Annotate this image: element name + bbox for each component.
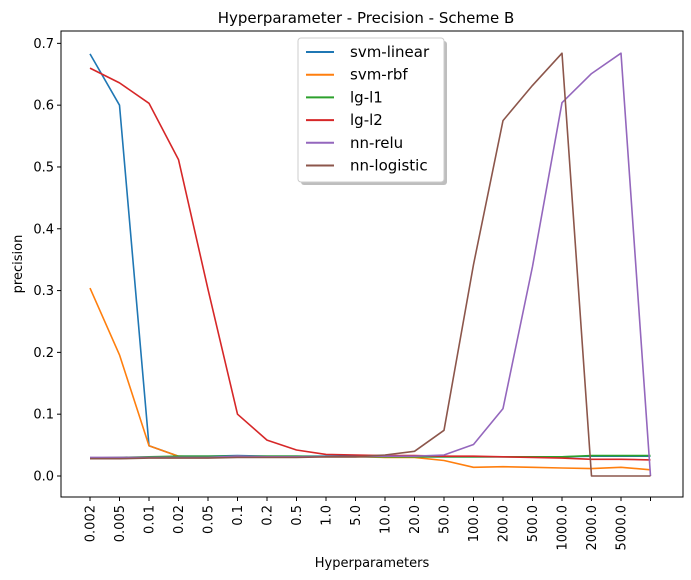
legend-box — [297, 37, 445, 183]
x-axis: 0.002 0.005 0.01 0.02 0.05 0.1 0.2 0.5 1.0 5.0 10.… — [84, 497, 651, 551]
x-tick-label: 0.1 — [231, 505, 246, 526]
series-line-nn-logistic — [90, 52, 651, 477]
x-tick-label: 10.0 — [379, 505, 394, 534]
x-tick-label: 0.01 — [143, 505, 158, 534]
x-tick-label: 200.0 — [497, 505, 512, 542]
x-tick-label: 1000.0 — [556, 505, 571, 551]
y-axis-label: precision — [11, 235, 26, 294]
x-tick-label: 0.02 — [172, 505, 187, 534]
x-tick-label: 0.05 — [202, 505, 217, 534]
plot-lines — [89, 52, 652, 477]
y-axis: 0.0 0.1 0.2 0.3 0.4 0.5 0.6 0.7 — [33, 37, 61, 484]
y-tick-label: 0.0 — [33, 469, 54, 484]
x-tick-label: 5.0 — [349, 505, 364, 526]
legend-label-lg-l1: lg-l1 — [350, 88, 383, 106]
x-tick-label: 1.0 — [320, 505, 335, 526]
y-tick-label: 0.7 — [33, 37, 54, 52]
x-tick-label: 100.0 — [467, 505, 482, 542]
legend-label-nn-relu: nn-relu — [350, 134, 403, 152]
x-tick-label: 20.0 — [408, 505, 423, 534]
x-tick-label: 2000.0 — [585, 505, 600, 551]
legend-label-svm-linear: svm-linear — [350, 43, 430, 61]
y-tick-label: 0.1 — [33, 408, 54, 423]
x-tick-label: 0.002 — [84, 505, 99, 542]
chart-title: Hyperparameter - Precision - Scheme B — [218, 9, 515, 27]
x-tick-label: 0.2 — [261, 505, 276, 526]
y-tick-label: 0.5 — [33, 160, 54, 175]
x-axis-label: Hyperparameters — [315, 556, 430, 571]
y-tick-label: 0.3 — [33, 284, 54, 299]
x-tick-label: 50.0 — [438, 505, 453, 534]
legend-label-nn-logistic: nn-logistic — [350, 157, 428, 175]
y-tick-label: 0.4 — [33, 222, 54, 237]
x-tick-label: 500.0 — [526, 505, 541, 542]
x-tick-label: 5000.0 — [615, 505, 630, 551]
plot-area-frame — [60, 30, 684, 498]
legend-label-lg-l2: lg-l2 — [350, 111, 383, 129]
y-tick-label: 0.6 — [33, 99, 54, 114]
legend: svm-linear svm-rbf lg-l1 lg-l2 nn-relu nn-log… — [297, 37, 447, 185]
x-tick-label: 0.005 — [113, 505, 128, 542]
legend-label-svm-rbf: svm-rbf — [350, 66, 408, 84]
y-tick-label: 0.2 — [33, 346, 54, 361]
x-tick-label: 0.5 — [290, 505, 305, 526]
